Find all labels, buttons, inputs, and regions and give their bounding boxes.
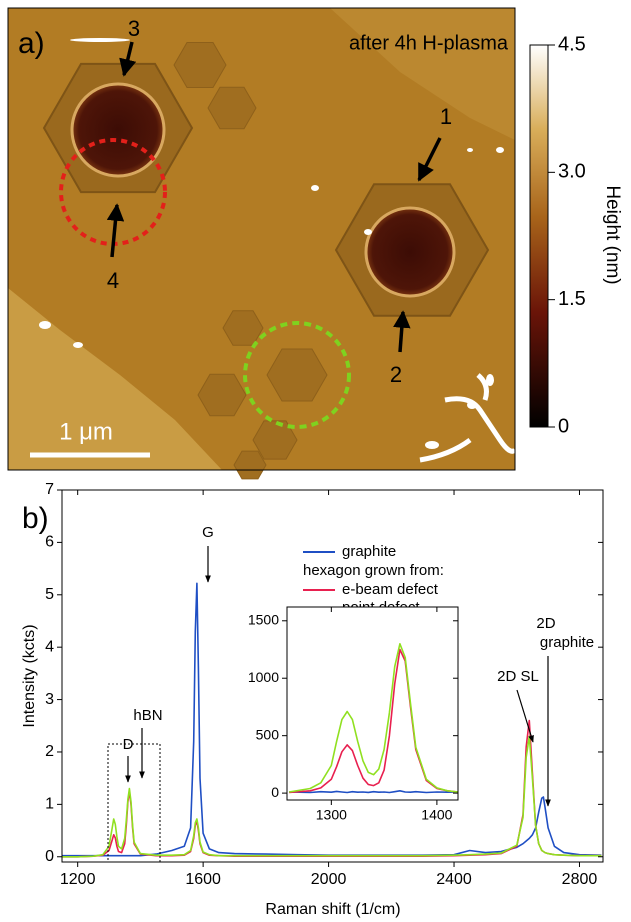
spectrum-line [62, 735, 602, 858]
debris [496, 147, 504, 153]
annotation: hBN [133, 707, 162, 724]
colorbar-label: Height (nm) [602, 185, 623, 284]
x-axis-label: Raman shift (1/cm) [265, 901, 400, 918]
annotation: G [202, 524, 214, 541]
terrace [330, 8, 515, 140]
marker-label: 1 [440, 104, 452, 129]
x-tick-label: 1200 [60, 871, 96, 888]
marker-arrow [106, 203, 125, 258]
marker-label: 2 [390, 362, 402, 387]
annotation: 2D [536, 615, 555, 632]
annotation: graphite [540, 634, 594, 651]
y-tick-label: 6 [45, 534, 54, 551]
debris [425, 441, 439, 449]
legend-label: e-beam defect [342, 581, 439, 598]
y-tick-label: 4 [45, 638, 54, 655]
annotation-arrow [516, 689, 534, 743]
y-axis-label: Intensity (kcts) [21, 624, 38, 727]
etch-pit [70, 82, 166, 178]
x-tick-label: 1600 [185, 871, 221, 888]
marker-arrow [417, 137, 442, 182]
colorbar-tick-label: 4.5 [558, 33, 586, 55]
marker-label: 3 [128, 16, 140, 41]
colorbar-tick-label: 3.0 [558, 161, 586, 183]
plot-frame [286, 606, 459, 801]
y-tick-label: 500 [256, 726, 280, 742]
afm-frame [7, 7, 516, 471]
panel-b: 1200 1600 2000 2400 2800 0 1 2 3 4 5 6 7 b) Raman shif… [21, 481, 604, 918]
panel-label: a) [18, 27, 45, 60]
small-hexagon [207, 86, 257, 130]
small-hexagon [222, 310, 264, 346]
x-tick-label: 2800 [562, 871, 598, 888]
scale-bar-label: 1 μm [59, 418, 113, 445]
highlight-circle [243, 321, 351, 429]
debris [70, 38, 130, 42]
small-hexagon [266, 348, 328, 402]
spectrum-line [288, 643, 459, 793]
panel-a: a) after 4h H-plasma 1 2 3 4 1 μm 0 1.5 3.0 4.5 Hei… [7, 7, 623, 480]
y-tick-label: 0 [45, 848, 54, 865]
panel-label: b) [22, 502, 49, 535]
x-tick-label: 2400 [436, 871, 472, 888]
y-tick-label: 7 [45, 481, 54, 498]
y-tick-label: 2 [45, 743, 54, 760]
marker-arrow [119, 41, 137, 77]
y-tick-label: 1000 [248, 669, 279, 685]
zoom-region [107, 743, 161, 863]
small-hexagon [173, 42, 227, 88]
legend-subtitle: hexagon grown from: [303, 562, 444, 579]
spectrum-line [62, 582, 602, 857]
debris [364, 229, 372, 235]
colorbar [529, 44, 549, 428]
y-tick-label: 1 [45, 796, 54, 813]
small-hexagon [252, 420, 298, 460]
terrace [8, 288, 222, 470]
marker-arrow [393, 310, 411, 353]
colorbar-tick-label: 1.5 [558, 288, 586, 310]
small-hexagon [233, 450, 267, 480]
legend-label: graphite [342, 543, 396, 560]
colorbar-tick-label: 0 [558, 415, 569, 437]
y-tick-label: 5 [45, 586, 54, 603]
debris [467, 148, 473, 152]
marker-label: 4 [107, 268, 119, 293]
y-tick-label: 0 [271, 784, 279, 800]
x-tick-label: 1400 [421, 807, 452, 823]
image-title: after 4h H-plasma [349, 32, 509, 54]
debris [311, 185, 319, 191]
plot-frame [61, 489, 604, 863]
annotation: 2D SL [497, 668, 539, 685]
inset-background [287, 607, 458, 800]
etch-pit [364, 206, 456, 298]
debris [486, 374, 494, 386]
spectrum-line [289, 790, 459, 794]
x-tick-label: 1300 [316, 807, 347, 823]
y-tick-label: 1500 [248, 611, 279, 627]
debris [419, 373, 517, 463]
debris [39, 321, 51, 329]
debris [73, 342, 83, 348]
x-tick-label: 2000 [311, 871, 347, 888]
small-hexagon [197, 373, 247, 417]
y-tick-label: 3 [45, 691, 54, 708]
